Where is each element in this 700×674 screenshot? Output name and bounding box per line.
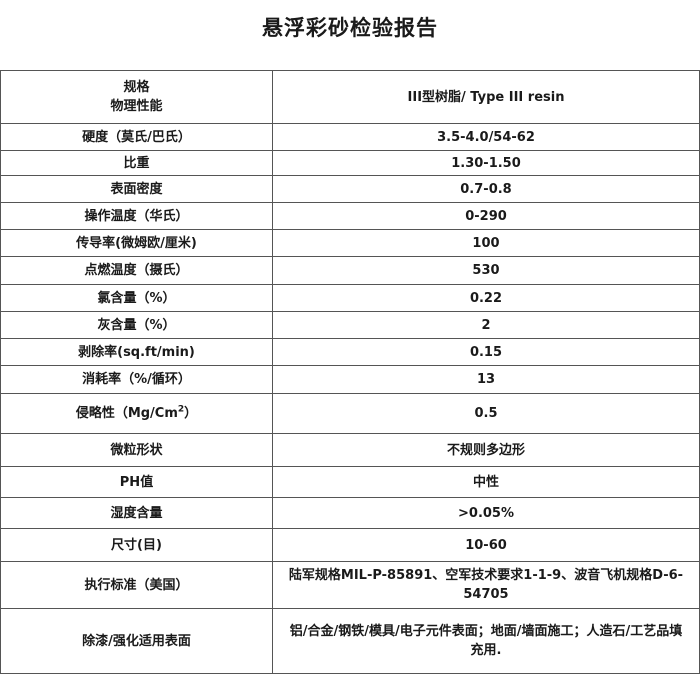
row-label: 尺寸(目)	[0, 528, 273, 562]
row-label-text: 点燃温度（摄氏）	[84, 263, 189, 278]
row-value: 100	[272, 229, 700, 257]
table-row: 点燃温度（摄氏） 530	[0, 256, 700, 285]
row-label: 点燃温度（摄氏）	[0, 256, 273, 285]
row-label-end: ）	[184, 406, 198, 421]
row-label-text: 传导率(微姆欧/厘米)	[76, 235, 197, 251]
row-label-text: 消耗率（%/循环）	[82, 372, 191, 387]
row-label: 灰含量（%）	[0, 311, 273, 339]
row-label: 侵略性（Mg/Cm2）	[0, 393, 273, 434]
row-value: 0.22	[272, 284, 700, 312]
row-label: 比重	[0, 150, 273, 176]
row-value: 中性	[272, 466, 700, 498]
row-value: 13	[272, 365, 700, 394]
table-row: 侵略性（Mg/Cm2） 0.5	[0, 393, 700, 434]
row-label-text: 侵略性（Mg/Cm	[75, 406, 178, 421]
row-label: 湿度含量	[0, 497, 273, 529]
row-label: 操作温度（华氏）	[0, 202, 273, 230]
row-label-text: 表面密度	[110, 181, 163, 197]
row-value: 0.5	[272, 393, 700, 434]
document-title: 悬浮彩砂检验报告	[262, 16, 438, 40]
table-row: 微粒形状 不规则多边形	[0, 433, 700, 467]
table-row: 操作温度（华氏） 0-290	[0, 202, 700, 230]
row-value: 10-60	[272, 528, 700, 562]
header-row: 规格 物理性能 III型树脂/ Type III resin	[0, 70, 700, 124]
row-value: 2	[272, 311, 700, 339]
row-label: 剥除率(sq.ft/min)	[0, 338, 273, 366]
row-value: 0.7-0.8	[272, 175, 700, 203]
row-label-text: 湿度含量	[110, 505, 163, 521]
row-label: 表面密度	[0, 175, 273, 203]
row-value: >0.05%	[272, 497, 700, 529]
row-label: 除漆/强化适用表面	[0, 608, 273, 674]
table-row: 表面密度 0.7-0.8	[0, 175, 700, 203]
table-row: 传导率(微姆欧/厘米) 100	[0, 229, 700, 257]
row-label-text: 除漆/强化适用表面	[82, 633, 191, 649]
row-label: 执行标准（美国）	[0, 561, 273, 609]
row-value: 铝/合金/钢铁/模具/电子元件表面；地面/墙面施工；人造石/工艺品填充用.	[272, 608, 700, 674]
row-value: 3.5-4.0/54-62	[272, 123, 700, 151]
header-value-cell: III型树脂/ Type III resin	[272, 70, 700, 124]
table-row: 硬度（莫氏/巴氏） 3.5-4.0/54-62	[0, 123, 700, 151]
row-label-text: 微粒形状	[110, 442, 163, 458]
row-label-text: 氯含量（%）	[97, 290, 176, 306]
row-label-text: 灰含量（%）	[97, 317, 176, 333]
header-spec-line2: 物理性能	[110, 99, 163, 114]
row-value: 0.15	[272, 338, 700, 366]
row-value: 陆军规格MIL-P-85891、空军技术要求1-1-9、波音飞机规格D-6-54…	[272, 561, 700, 609]
table-row: 执行标准（美国） 陆军规格MIL-P-85891、空军技术要求1-1-9、波音飞机…	[0, 561, 700, 609]
row-label-text: PH值	[119, 474, 154, 490]
row-label-text: 剥除率(sq.ft/min)	[78, 344, 195, 360]
table-row: 比重 1.30-1.50	[0, 150, 700, 176]
table-row: 消耗率（%/循环） 13	[0, 365, 700, 394]
row-value: 不规则多边形	[272, 433, 700, 467]
table-row: 灰含量（%） 2	[0, 311, 700, 339]
row-value: 530	[272, 256, 700, 285]
spec-table: 规格 物理性能 III型树脂/ Type III resin 硬度（莫氏/巴氏）…	[0, 70, 700, 674]
row-label: PH值	[0, 466, 273, 498]
row-label-text: 执行标准（美国）	[84, 577, 189, 593]
row-label-text: 比重	[123, 155, 150, 171]
row-value: 1.30-1.50	[272, 150, 700, 176]
row-label: 消耗率（%/循环）	[0, 365, 273, 394]
header-spec-line1: 规格	[123, 80, 150, 95]
row-label-text: 尺寸(目)	[111, 537, 162, 553]
table-row: 尺寸(目) 10-60	[0, 528, 700, 562]
row-label-text: 硬度（莫氏/巴氏）	[82, 129, 191, 145]
row-value: 0-290	[272, 202, 700, 230]
table-row: 剥除率(sq.ft/min) 0.15	[0, 338, 700, 366]
row-label: 氯含量（%）	[0, 284, 273, 312]
table-row: 氯含量（%） 0.22	[0, 284, 700, 312]
row-label-text: 操作温度（华氏）	[84, 208, 189, 224]
table-row: PH值 中性	[0, 466, 700, 498]
header-spec-cell: 规格 物理性能	[0, 70, 273, 124]
row-label: 传导率(微姆欧/厘米)	[0, 229, 273, 257]
table-row: 湿度含量 >0.05%	[0, 497, 700, 529]
table-row: 除漆/强化适用表面 铝/合金/钢铁/模具/电子元件表面；地面/墙面施工；人造石/工…	[0, 608, 700, 674]
row-label-superscript: 2	[177, 404, 185, 415]
row-label: 硬度（莫氏/巴氏）	[0, 123, 273, 151]
row-label: 微粒形状	[0, 433, 273, 467]
